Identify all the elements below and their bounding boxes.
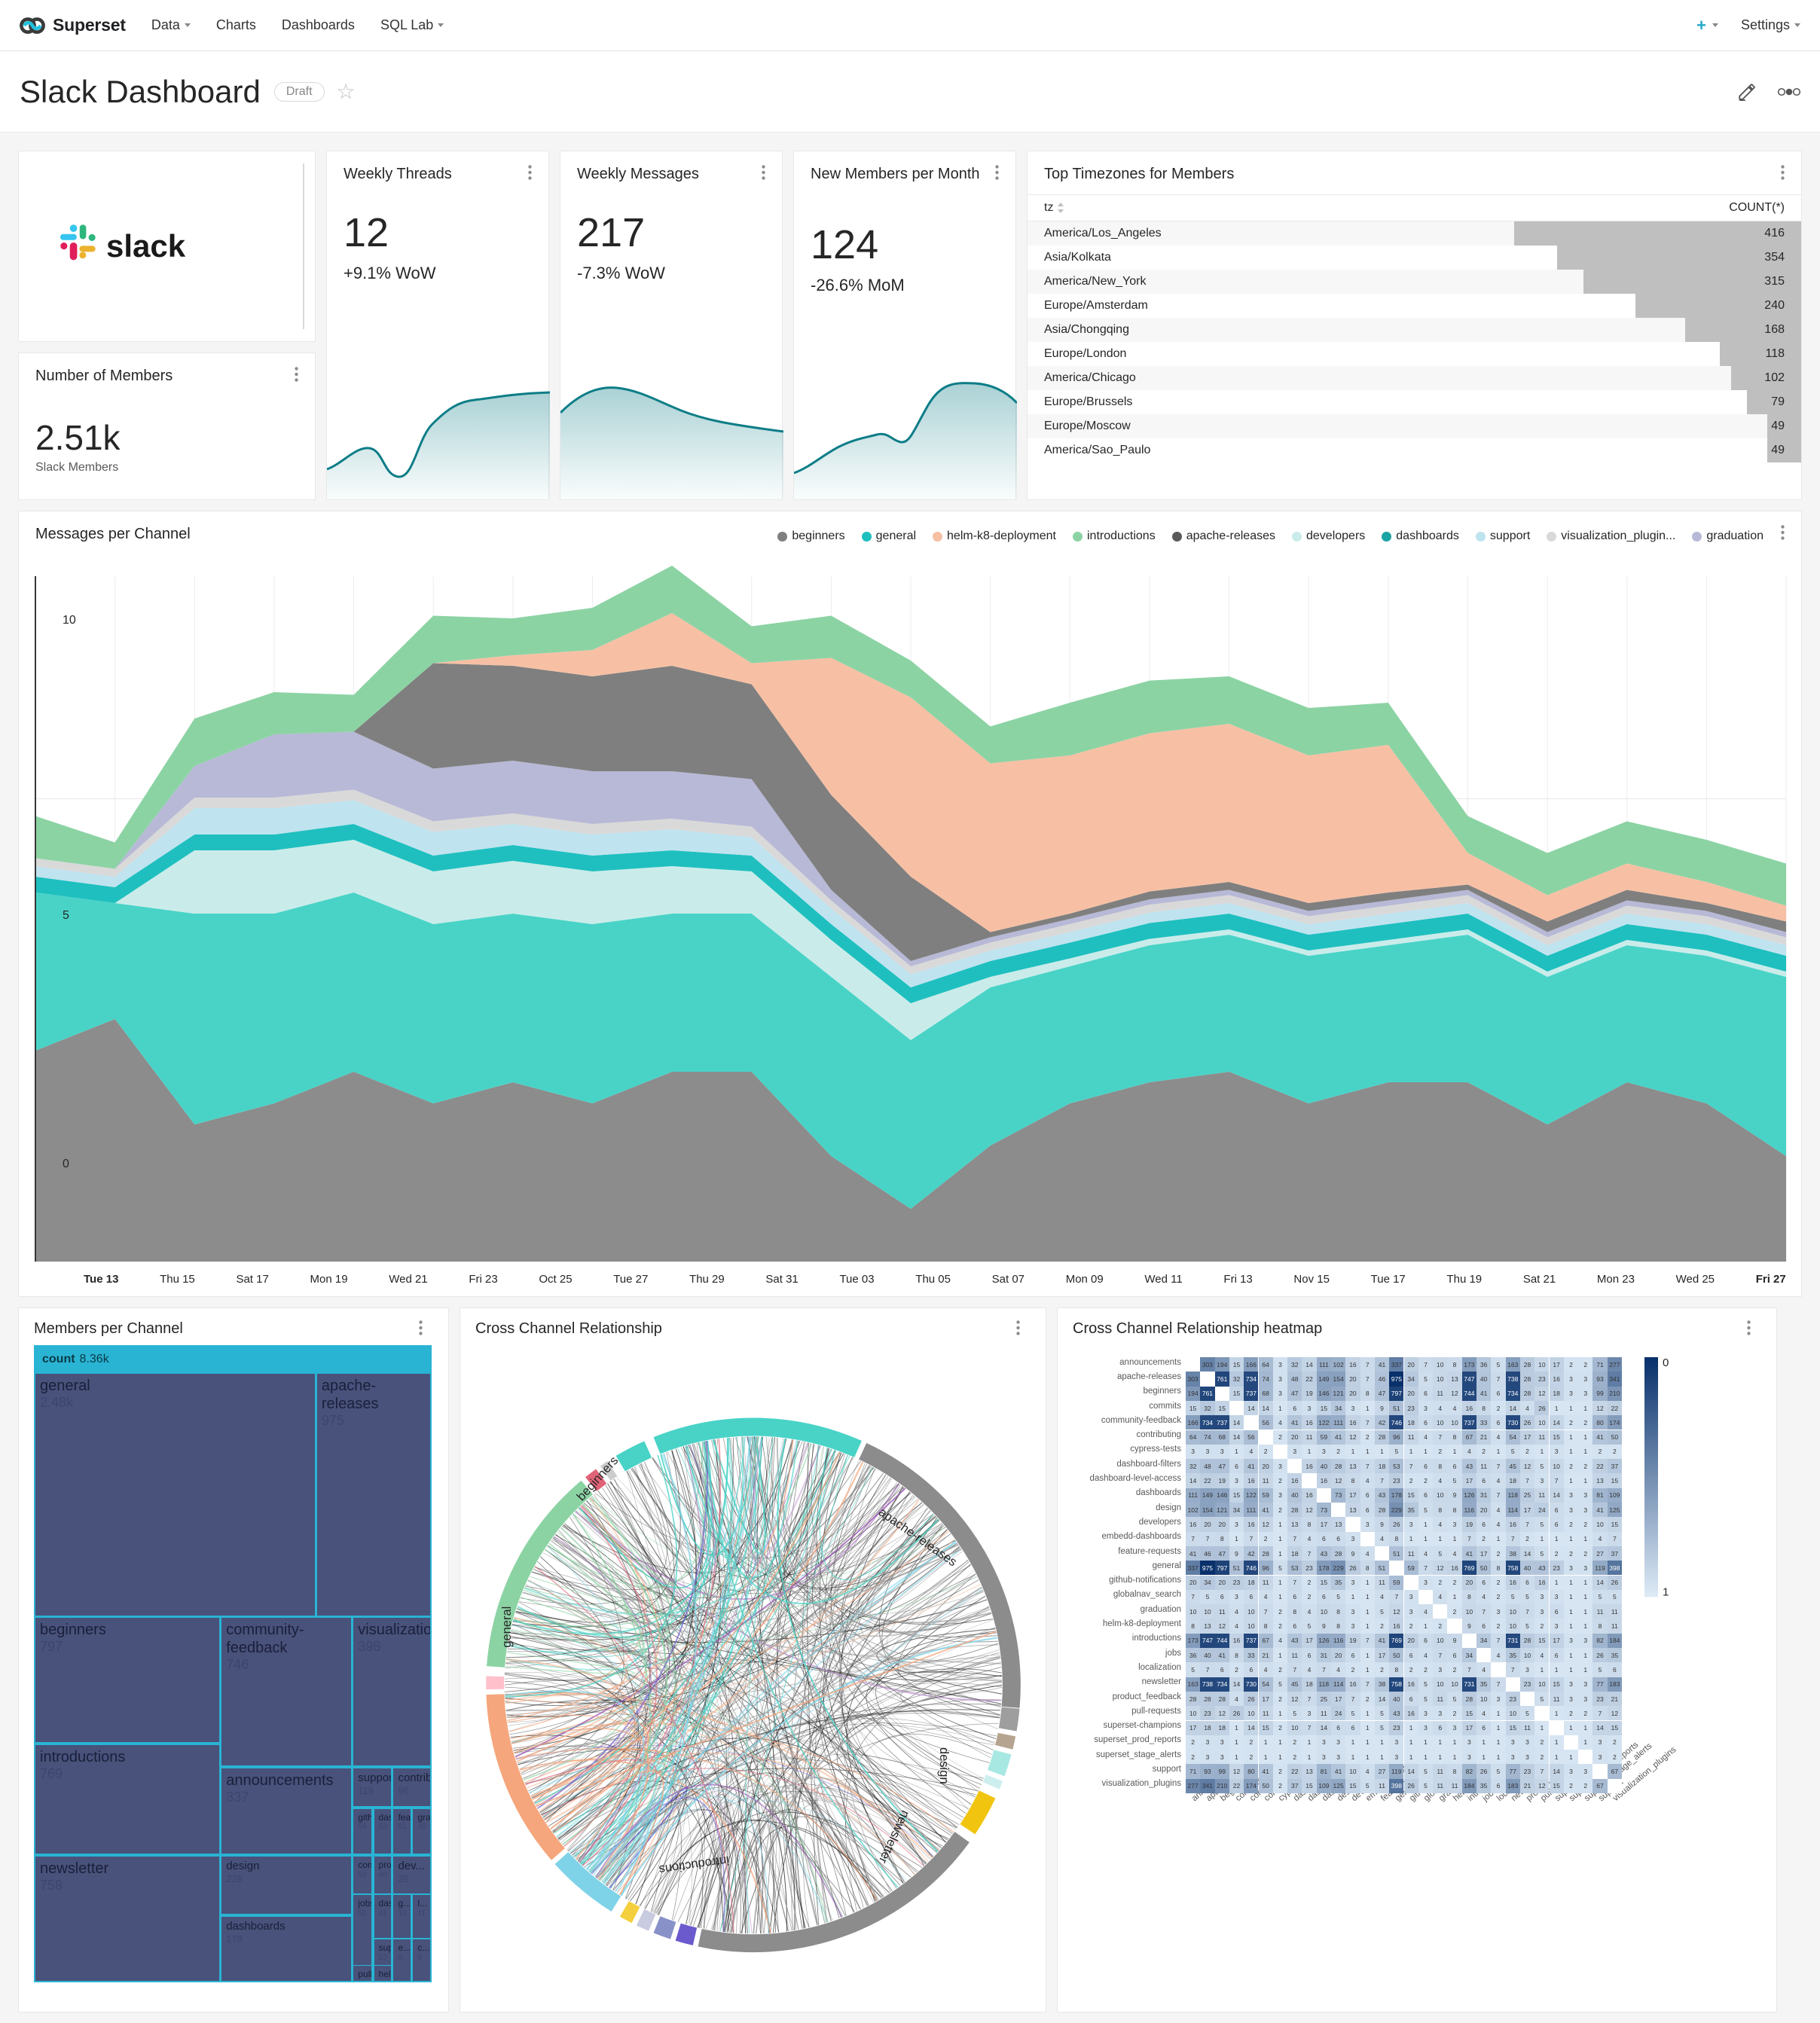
- svg-text:1: 1: [1663, 1585, 1669, 1598]
- svg-text:design: design: [936, 1747, 951, 1784]
- svg-text:general: general: [499, 1606, 513, 1648]
- svg-text:0: 0: [1663, 1357, 1669, 1369]
